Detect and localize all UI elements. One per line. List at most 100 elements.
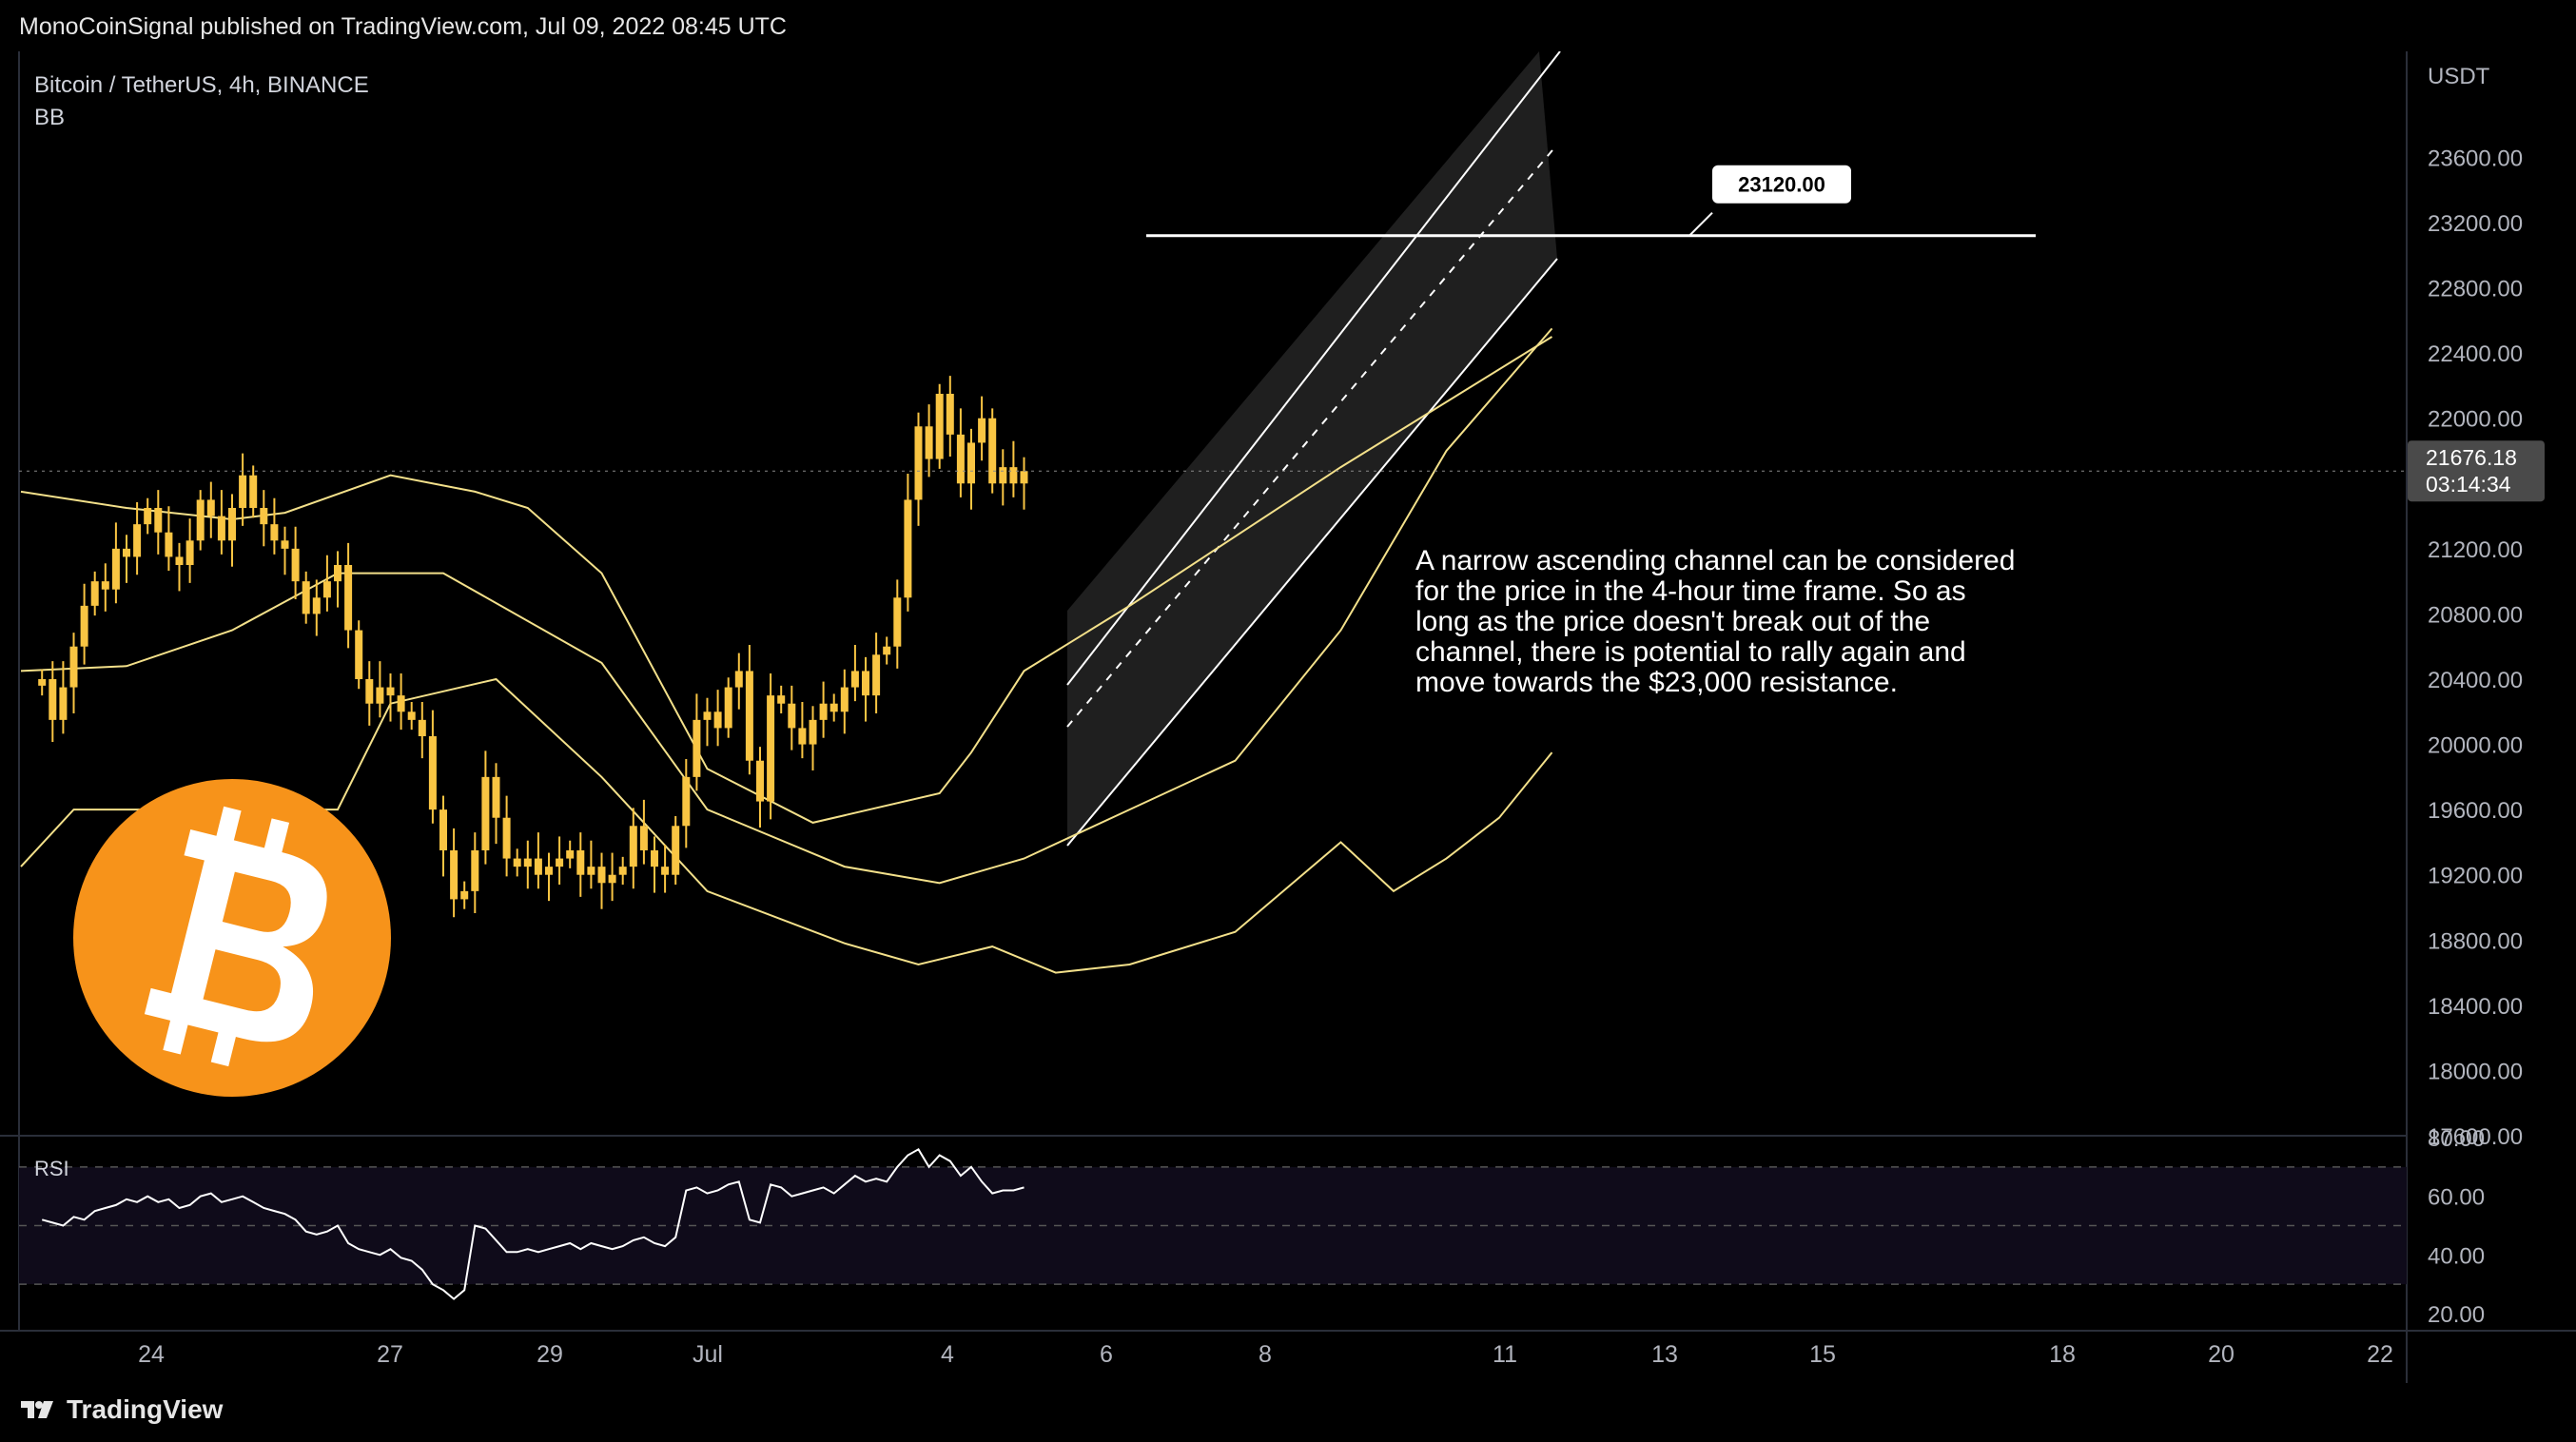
candle-body	[523, 858, 532, 867]
time-tick: 4	[941, 1341, 954, 1368]
candle-body	[967, 442, 975, 484]
candle-body	[344, 565, 353, 631]
candle-body	[545, 867, 553, 875]
candle-body	[576, 850, 585, 875]
candle-body	[101, 581, 109, 590]
candle-body	[471, 850, 479, 891]
candle-body	[80, 605, 88, 647]
candle-body	[534, 858, 542, 875]
candle-body	[144, 508, 152, 525]
candle-body	[38, 679, 47, 686]
bitcoin-logo-icon	[73, 779, 391, 1097]
resistance-label-box	[1712, 165, 1851, 204]
candle-body	[745, 671, 753, 761]
candle-body	[418, 719, 426, 736]
candle-body	[883, 646, 891, 655]
candle-body	[355, 630, 363, 679]
time-tick: 6	[1100, 1341, 1113, 1368]
time-tick: 22	[2367, 1341, 2393, 1368]
time-tick: Jul	[693, 1341, 723, 1368]
candle-body	[587, 867, 595, 875]
resistance-pointer	[1688, 212, 1713, 237]
rsi-legend[interactable]: RSI	[34, 1157, 69, 1180]
candle-body	[693, 719, 701, 777]
candle-body	[270, 524, 279, 541]
candle-body	[281, 540, 289, 549]
bollinger-bands	[20, 327, 1553, 974]
candle-body	[185, 540, 194, 565]
symbol-legend[interactable]: Bitcoin / TetherUS, 4h, BINANCE	[34, 72, 369, 98]
candle-body	[935, 394, 944, 459]
candle-body	[988, 418, 997, 484]
time-tick: 20	[2208, 1341, 2234, 1368]
candle-body	[154, 508, 163, 533]
candle-body	[376, 687, 384, 704]
indicator-legend[interactable]: BB	[34, 105, 66, 130]
candle-body	[756, 760, 764, 802]
candle-body	[196, 499, 205, 541]
tradingview-logo[interactable]: TradingView	[19, 1394, 223, 1425]
candle-body	[724, 687, 732, 729]
price-tick: 23600.00	[2428, 146, 2523, 171]
channel-midline	[1066, 144, 1558, 728]
candle-body	[175, 556, 184, 565]
candle-body	[386, 687, 395, 696]
candle-body	[397, 695, 405, 712]
bb-basis	[20, 327, 1553, 885]
candle-body	[925, 426, 933, 459]
candle-body	[111, 548, 120, 590]
candle-body	[502, 817, 511, 859]
candle-body	[862, 671, 869, 696]
rsi-tick: 60.00	[2428, 1185, 2485, 1211]
candle-body	[59, 687, 68, 720]
time-tick: 27	[377, 1341, 403, 1368]
candle-body	[322, 581, 331, 598]
candle-body	[481, 776, 490, 850]
candle-body	[682, 776, 691, 827]
candles	[38, 376, 1028, 918]
price-tick: 23200.00	[2428, 211, 2523, 237]
time-tick: 18	[2049, 1341, 2076, 1368]
candle-body	[165, 532, 173, 557]
candle-body	[260, 508, 268, 525]
price-tick: 17600.00	[2428, 1124, 2523, 1150]
candle-body	[428, 736, 437, 810]
time-tick: 29	[537, 1341, 563, 1368]
candle-body	[956, 434, 965, 484]
bb-upper-band	[20, 336, 1553, 824]
ascending-channel: 23120.00	[1066, 50, 2036, 847]
candle-body	[460, 890, 469, 900]
candle-body	[629, 826, 637, 867]
price-tick: 22800.00	[2428, 277, 2523, 302]
candle-body	[703, 711, 712, 720]
candle-body	[1009, 467, 1018, 484]
candle-body	[946, 394, 954, 435]
last-price-value: 21676.18	[2426, 445, 2517, 470]
candle-body	[566, 850, 575, 859]
candle-body	[618, 867, 627, 875]
candle-body	[978, 418, 986, 443]
candle-body	[608, 874, 616, 884]
candle-body	[217, 516, 225, 541]
price-tick: 20800.00	[2428, 602, 2523, 628]
tradingview-logo-icon	[21, 1401, 53, 1418]
candle-body	[713, 711, 722, 729]
channel-lower-line	[1066, 258, 1558, 847]
time-tick: 8	[1259, 1341, 1272, 1368]
candle-body	[1020, 471, 1028, 484]
price-tick: 18800.00	[2428, 928, 2523, 954]
time-tick: 15	[1809, 1341, 1836, 1368]
price-tick: 19600.00	[2428, 798, 2523, 824]
chart-panel[interactable]: USDT 23600.00 23200.00 22800.00 22400.00 2200…	[0, 50, 2576, 1383]
candle-body	[798, 728, 807, 745]
candle-body	[407, 711, 416, 720]
candle-body	[492, 776, 500, 818]
quote-currency-label: USDT	[2428, 64, 2490, 89]
candle-body	[439, 809, 447, 850]
candle-body	[133, 524, 142, 557]
rsi-tick: 40.00	[2428, 1243, 2485, 1269]
candle-body	[893, 597, 902, 647]
price-chart[interactable]: USDT 23600.00 23200.00 22800.00 22400.00 2200…	[0, 50, 2576, 1383]
publish-header: MonoCoinSignal published on TradingView.…	[0, 0, 2576, 51]
